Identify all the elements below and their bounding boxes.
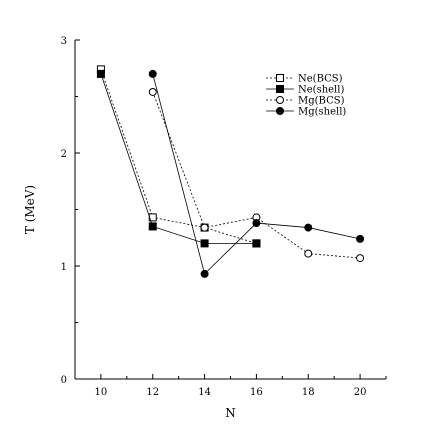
y-axis-ticks: 0 1 2 3	[61, 36, 80, 386]
legend-label-mg-bcs: Mg(BCS)	[298, 96, 345, 107]
y-tick-label: 2	[61, 149, 67, 160]
x-tick-label: 20	[354, 387, 367, 398]
data-point-ne-bcs	[148, 213, 157, 222]
data-point-mg-shell	[356, 234, 365, 243]
data-point-ne-shell	[200, 239, 209, 248]
legend-item-mg-bcs: Mg(BCS)	[266, 96, 345, 107]
data-point-ne-shell	[252, 239, 261, 248]
x-tick-label: 18	[302, 387, 315, 398]
legend-label-mg-shell: Mg(shell)	[298, 107, 346, 118]
legend: Ne(BCS)Ne(shell)Mg(BCS)Mg(shell)	[266, 74, 346, 118]
legend-item-ne-shell: Ne(shell)	[266, 85, 344, 96]
legend-label-ne-shell: Ne(shell)	[298, 85, 344, 96]
series-ne-shell	[96, 69, 261, 248]
x-tick-label: 10	[95, 387, 108, 398]
data-point-mg-shell	[252, 219, 261, 228]
legend-item-ne-bcs: Ne(BCS)	[266, 74, 343, 85]
legend-marker-mg-shell	[276, 107, 284, 115]
data-point-mg-bcs	[356, 254, 365, 263]
series-mg-shell	[148, 69, 365, 278]
x-tick-label: 14	[198, 387, 211, 398]
series-line-ne-shell	[100, 73, 257, 244]
legend-item-mg-shell: Mg(shell)	[266, 107, 346, 118]
series-layer	[96, 65, 365, 278]
data-point-mg-bcs	[148, 87, 157, 96]
x-axis-ticks: 10 12 14 16 18 20	[74, 374, 387, 398]
legend-label-ne-bcs: Ne(BCS)	[298, 74, 343, 85]
y-tick-label: 1	[61, 262, 67, 273]
legend-marker-mg-bcs	[276, 96, 284, 104]
legend-marker-ne-bcs	[276, 74, 284, 82]
data-point-mg-bcs	[200, 223, 209, 232]
series-ne-bcs	[96, 65, 261, 248]
data-point-mg-shell	[148, 69, 157, 78]
data-point-ne-shell	[148, 222, 157, 231]
y-tick-label: 0	[61, 375, 67, 386]
data-point-mg-bcs	[304, 249, 313, 258]
x-tick-label: 16	[250, 387, 263, 398]
series-line-ne-bcs	[100, 69, 257, 244]
legend-marker-ne-shell	[276, 85, 284, 93]
y-tick-label: 3	[61, 36, 67, 47]
y-axis-title: T (MeV)	[23, 185, 37, 234]
data-point-mg-shell	[304, 223, 313, 232]
data-point-mg-shell	[200, 269, 209, 278]
x-axis-title: N	[225, 406, 236, 420]
x-tick-label: 12	[146, 387, 159, 398]
data-point-ne-shell	[96, 69, 105, 78]
series-mg-bcs	[148, 87, 365, 263]
